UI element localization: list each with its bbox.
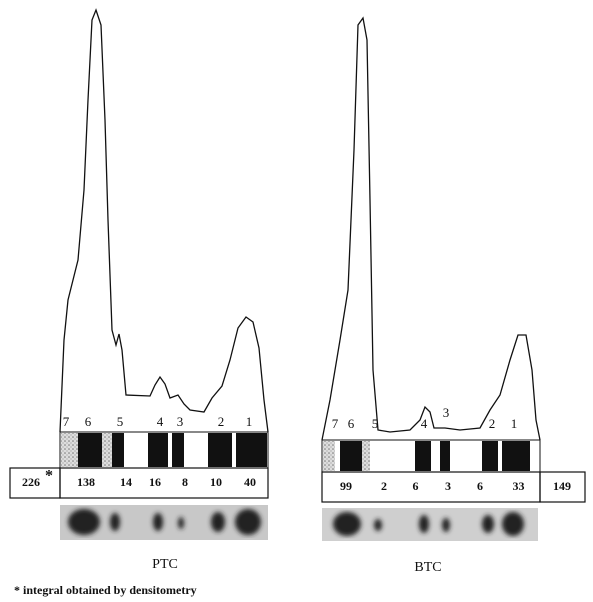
band-strip bbox=[60, 432, 268, 468]
integral: 3 bbox=[445, 479, 451, 493]
band-number: 4 bbox=[421, 416, 428, 431]
integral-row bbox=[322, 472, 540, 502]
btc-panel bbox=[322, 18, 585, 541]
densitogram bbox=[60, 10, 268, 432]
band-number: 1 bbox=[511, 416, 518, 431]
integral: 99 bbox=[340, 479, 352, 493]
gel bbox=[60, 505, 268, 540]
panel-label: BTC bbox=[414, 560, 441, 575]
band-number: 5 bbox=[372, 416, 379, 431]
footnote: * integral obtained by densitometry bbox=[14, 583, 197, 597]
integral: 33 bbox=[513, 479, 525, 493]
total-marker: * bbox=[45, 468, 53, 485]
panel-label: PTC bbox=[152, 557, 178, 572]
gel bbox=[322, 508, 538, 541]
integral: 138 bbox=[77, 475, 95, 489]
integral: 16 bbox=[149, 475, 161, 489]
integral: 40 bbox=[244, 475, 256, 489]
integral: 10 bbox=[210, 475, 222, 489]
band-number: 7 bbox=[332, 416, 339, 431]
band-number: 2 bbox=[489, 416, 496, 431]
band-number: 3 bbox=[443, 405, 450, 420]
band-number: 4 bbox=[157, 414, 164, 429]
band-strip bbox=[322, 440, 540, 472]
integral: 6 bbox=[477, 479, 483, 493]
total: 226 bbox=[22, 475, 40, 489]
band-number: 3 bbox=[177, 414, 184, 429]
total: 149 bbox=[553, 479, 571, 493]
integral: 2 bbox=[381, 479, 387, 493]
band-number: 7 bbox=[63, 414, 70, 429]
band-number: 1 bbox=[246, 414, 253, 429]
band-number: 5 bbox=[117, 414, 124, 429]
integral: 6 bbox=[413, 479, 419, 493]
band-number: 6 bbox=[85, 414, 92, 429]
ptc-panel bbox=[10, 10, 268, 540]
integral: 8 bbox=[182, 475, 188, 489]
band-number: 2 bbox=[218, 414, 225, 429]
band-number: 6 bbox=[348, 416, 355, 431]
densitogram bbox=[322, 18, 540, 440]
integral: 14 bbox=[120, 475, 132, 489]
figure: PTC BTC * integral obtained by densitome… bbox=[0, 0, 593, 602]
